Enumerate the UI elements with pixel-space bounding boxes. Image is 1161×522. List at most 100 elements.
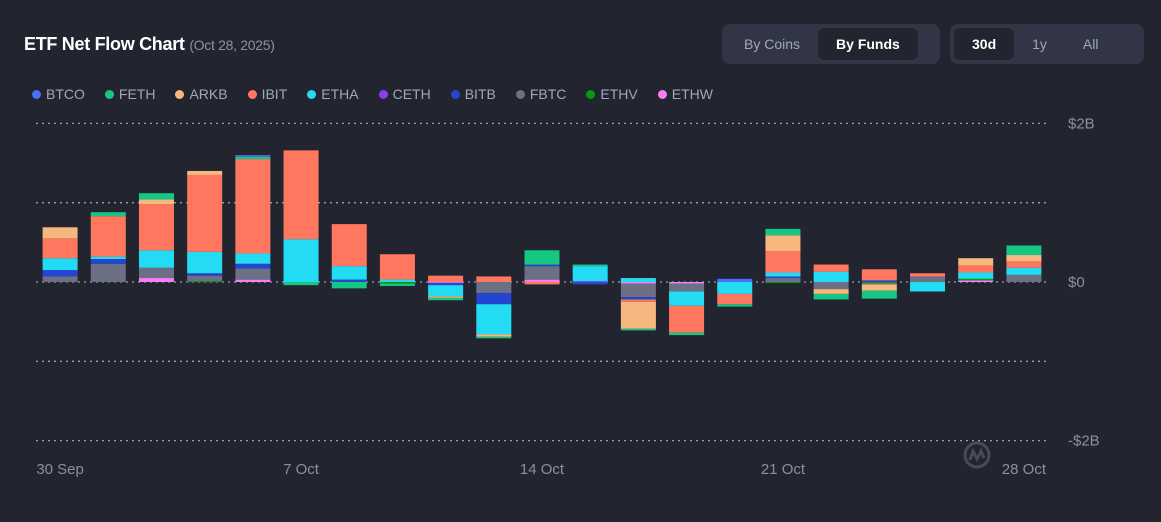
range-30d-button[interactable]: 30d <box>954 28 1015 60</box>
legend-label: BITB <box>464 86 496 102</box>
bar-segment-etha <box>235 253 271 264</box>
legend-item-ceth[interactable]: CETH <box>378 86 431 102</box>
legend-item-etha[interactable]: ETHA <box>307 86 359 102</box>
bar-segment-etha <box>428 285 464 297</box>
bar-segment-etha <box>283 239 319 282</box>
bar-segment-bitb <box>187 273 223 276</box>
legend-item-ethw[interactable]: ETHW <box>657 86 713 102</box>
legend-item-feth[interactable]: FETH <box>104 86 156 102</box>
legend-dot <box>175 89 185 99</box>
x-tick-label: 7 Oct <box>283 461 320 478</box>
bar-segment-fbtc <box>476 282 512 294</box>
bar-segment-etha <box>669 291 705 306</box>
bar-segment-ethv <box>187 281 223 283</box>
legend-item-bitb[interactable]: BITB <box>450 86 496 102</box>
bar-segment-fbtc <box>861 282 897 285</box>
bar-segment-bitb <box>765 276 801 279</box>
bar-segment-etha <box>572 266 608 282</box>
coinmarketcap-logo-icon <box>963 441 991 469</box>
legend-label: BTCO <box>46 86 85 102</box>
legend-item-ethv[interactable]: ETHV <box>586 86 638 102</box>
x-tick-label: 30 Sep <box>36 461 84 478</box>
by-funds-button[interactable]: By Funds <box>818 28 918 60</box>
bar-segment-ethw <box>620 282 656 284</box>
legend-item-ibit[interactable]: IBIT <box>247 86 287 102</box>
bar-segment-etha <box>717 282 753 294</box>
chart-legend: BTCO FETH ARKB IBIT ETHA CETH BITB FBTC ETHV ETHW <box>32 86 733 102</box>
bar-segment-feth <box>235 156 271 160</box>
bar-segment-ibit <box>331 224 367 267</box>
bar-segment-ibit <box>138 204 174 251</box>
legend-dot <box>450 89 460 99</box>
bar-segment-arkb <box>428 296 464 298</box>
legend-dot <box>378 89 388 99</box>
bar-segment-ibit <box>958 265 994 273</box>
bar-segment-etha <box>331 266 367 280</box>
bar-segment-arkb <box>187 170 223 175</box>
bar-segment-feth <box>524 250 560 265</box>
bar-segment-arkb <box>476 334 512 337</box>
range-toggle: 30d 1y All <box>950 24 1144 64</box>
bar-segment-feth <box>669 332 705 336</box>
bar-segment-ibit <box>428 275 464 282</box>
bar-segment-feth <box>138 193 174 200</box>
bar-segment-bitb <box>524 264 560 267</box>
bar-segment-fbtc <box>620 283 656 298</box>
bar-segment-ibit <box>476 276 512 282</box>
bar-segment-feth <box>379 283 415 286</box>
bar-segment-ethw <box>428 282 464 283</box>
bar-segment-fbtc <box>235 268 271 280</box>
legend-label: FETH <box>118 86 156 102</box>
bar-segment-bitb <box>861 280 897 282</box>
bar-segment-ibit <box>717 293 753 305</box>
bar-segment-feth <box>620 328 656 331</box>
x-tick-label: 28 Oct <box>1002 461 1047 478</box>
bar-segment-feth <box>331 282 367 289</box>
y-tick-label: $0 <box>1068 274 1085 291</box>
bar-segment-btco <box>717 278 753 282</box>
bar-segment-feth <box>1006 245 1042 256</box>
bar-segment-ethw <box>958 280 994 282</box>
bar-segment-etha <box>813 271 849 282</box>
legend-item-arkb[interactable]: ARKB <box>175 86 228 102</box>
bar-segment-bitb <box>620 297 656 300</box>
bar-segment-ethv <box>958 278 994 281</box>
legend-dot <box>32 89 41 99</box>
bar-segment-ibit <box>669 305 705 333</box>
bar-segment-etha <box>765 272 801 277</box>
bar-segment-ethw <box>138 278 174 282</box>
bar-segment-arkb <box>813 289 849 294</box>
range-all-button[interactable]: All <box>1082 36 1099 52</box>
legend-dot <box>515 89 525 99</box>
bar-segment-ethv <box>379 282 415 284</box>
legend-dot <box>104 89 114 99</box>
by-coins-button[interactable]: By Coins <box>744 36 801 52</box>
bar-segment-fbtc <box>90 263 126 282</box>
bar-segment-etha <box>379 279 415 282</box>
bar-segment-ibit <box>620 299 656 302</box>
bar-segment-feth <box>813 293 849 300</box>
range-1y-button[interactable]: 1y <box>1032 36 1047 52</box>
bar-segment-bitb <box>331 279 367 282</box>
bar-segment-feth <box>428 297 464 301</box>
bar-segment-arkb <box>138 199 174 205</box>
legend-label: ETHV <box>600 86 638 102</box>
bar-segment-arkb <box>765 235 801 252</box>
bar-segment-etha <box>958 272 994 279</box>
legend-item-fbtc[interactable]: FBTC <box>515 86 566 102</box>
y-tick-label: $2B <box>1068 115 1095 132</box>
bar-segment-feth <box>90 212 126 217</box>
bar-segment-feth <box>861 290 897 299</box>
bar-segment-bitb <box>42 270 78 277</box>
bar-segment-etha <box>910 282 946 292</box>
bar-segment-etha <box>138 250 174 268</box>
bar-segment-etha <box>42 258 78 271</box>
x-tick-label: 14 Oct <box>520 461 565 478</box>
bar-segment-bitb <box>476 293 512 305</box>
legend-item-btco[interactable]: BTCO <box>32 86 85 102</box>
bar-segment-fbtc <box>524 266 560 280</box>
bar-segment-ibit <box>42 238 78 259</box>
bar-segment-feth <box>572 264 608 267</box>
bar-segment-btco <box>235 155 271 157</box>
